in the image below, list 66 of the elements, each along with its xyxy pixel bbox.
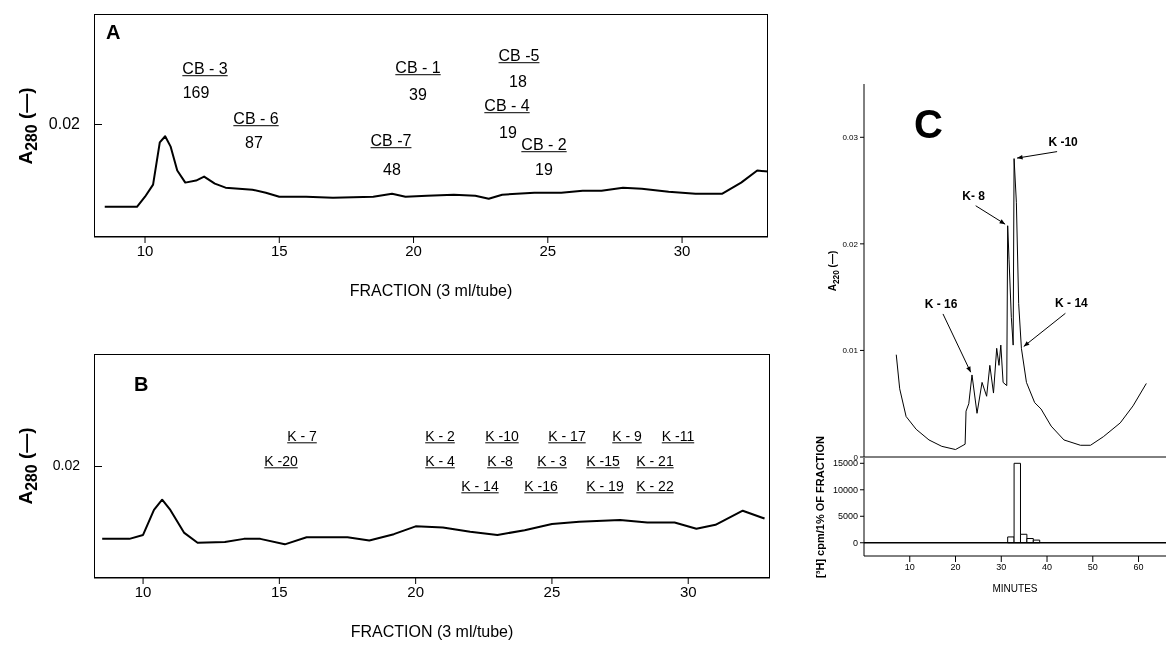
y-axis-title: [³H] cpm/1% OF FRACTION xyxy=(814,436,826,578)
x-tick-label: 10 xyxy=(136,241,154,259)
annotation: K -10 xyxy=(1048,134,1079,149)
annotation: 48 xyxy=(383,161,401,179)
text: 0.02 xyxy=(52,457,80,474)
x-tick-label: 60 xyxy=(1133,562,1144,573)
y-tick-label: 0.03 xyxy=(842,133,859,143)
x-tick-label: 10 xyxy=(134,582,152,600)
annotation: 19 xyxy=(499,124,517,142)
text: K - 17 xyxy=(548,428,586,445)
x-tick-label: 20 xyxy=(405,241,422,259)
text: 0.02 xyxy=(48,115,80,133)
x-tick-label: 30 xyxy=(679,582,697,600)
text: K -15 xyxy=(586,453,620,470)
text: K - 4 xyxy=(425,453,455,470)
y-tick-label: 0.02 xyxy=(842,239,859,249)
text: K - 14 xyxy=(461,478,499,495)
annotation: K - 14 xyxy=(1055,296,1089,311)
text: K - 9 xyxy=(612,428,642,445)
text: CB - 4 xyxy=(484,97,530,115)
annotation: K - 16 xyxy=(924,296,958,311)
x-tick-label: 10 xyxy=(904,562,915,573)
annotation: 19 xyxy=(535,161,553,179)
chart-title: B xyxy=(134,373,149,395)
text: K - 2 xyxy=(425,428,455,445)
y-tick-label: 0.01 xyxy=(842,346,859,356)
annotation: K- 8 xyxy=(962,188,986,203)
x-axis-title: FRACTION (3 ml/tube) xyxy=(350,623,514,640)
annotation: 87 xyxy=(245,134,263,152)
y-tick-label: 0 xyxy=(852,537,858,548)
text: CB - 6 xyxy=(233,110,279,128)
text: K -16 xyxy=(524,478,558,495)
y-tick-label: 5000 xyxy=(837,511,858,522)
chart-title: C xyxy=(914,102,943,146)
text: K -10 xyxy=(485,428,519,445)
annotation: CB - 2 xyxy=(521,136,567,154)
x-tick-label: 40 xyxy=(1042,562,1053,573)
x-tick-label: 20 xyxy=(950,562,961,573)
x-tick-label: 25 xyxy=(543,582,561,600)
line-series xyxy=(895,158,1147,451)
x-tick-label: 15 xyxy=(271,582,288,600)
y-tick-label: 10000 xyxy=(832,484,858,495)
text: K -20 xyxy=(264,453,298,470)
text: 169 xyxy=(182,84,210,102)
x-axis-title: FRACTION (3 ml/tube) xyxy=(349,282,513,299)
text: K - 22 xyxy=(636,478,674,495)
x-tick-label: 15 xyxy=(270,241,288,259)
x-tick-label: 30 xyxy=(996,562,1007,573)
x-axis-title: MINUTES xyxy=(992,583,1038,594)
x-tick-label: 30 xyxy=(673,241,691,259)
annotation: CB -7 xyxy=(370,132,412,150)
text: K - 7 xyxy=(287,428,317,445)
chart-title: A xyxy=(106,21,121,43)
text: K - 19 xyxy=(586,478,624,495)
text: K -8 xyxy=(487,453,513,470)
x-tick-label: 20 xyxy=(407,582,424,600)
text: CB - 3 xyxy=(182,60,228,78)
text: K - 21 xyxy=(636,453,674,470)
text: 39 xyxy=(409,86,427,104)
text: 18 xyxy=(509,73,527,91)
x-tick-label: 25 xyxy=(539,241,557,259)
text: K -11 xyxy=(661,428,695,445)
text: K - 3 xyxy=(537,453,567,470)
text: CB -5 xyxy=(498,47,540,65)
text: CB - 1 xyxy=(395,59,441,77)
x-tick-label: 50 xyxy=(1087,562,1098,573)
